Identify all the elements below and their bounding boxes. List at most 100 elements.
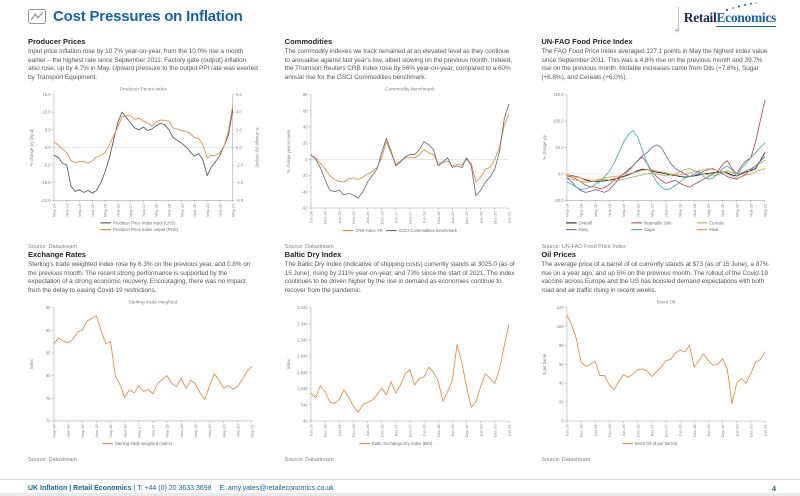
- svg-text:Nov-17: Nov-17: [664, 203, 669, 217]
- panel-producer-prices: Producer Prices Input price inflation ro…: [28, 37, 259, 250]
- svg-text:Nov-14: Nov-14: [579, 203, 584, 217]
- svg-text:Nov-16: Nov-16: [122, 424, 127, 438]
- svg-text:Cereals: Cereals: [710, 220, 725, 225]
- svg-text:Dec-16: Dec-16: [379, 424, 384, 438]
- svg-text:Nov-18: Nov-18: [692, 203, 697, 217]
- svg-text:Jun-20: Jun-20: [478, 211, 483, 224]
- svg-text:40: 40: [559, 381, 564, 386]
- panel-heading: Exchange Rates: [28, 250, 86, 259]
- svg-text:Nov-15: Nov-15: [607, 203, 612, 217]
- svg-text:$ per barrel: $ per barrel: [542, 354, 547, 375]
- panel-body-text: Input price inflation rose by 10.7% year…: [28, 48, 258, 81]
- source-note: Source: Datastream: [28, 456, 77, 463]
- svg-text:Jun-16: Jun-16: [365, 424, 370, 437]
- svg-text:60: 60: [303, 108, 308, 113]
- svg-text:Jun-21: Jun-21: [506, 211, 511, 224]
- svg-text:50.0: 50.0: [556, 145, 565, 150]
- svg-text:20: 20: [559, 400, 564, 405]
- svg-text:0.0: 0.0: [558, 171, 564, 176]
- svg-text:Nov-19: Nov-19: [207, 424, 212, 438]
- svg-text:Dec-17: Dec-17: [664, 424, 669, 438]
- svg-text:Nov-18: Nov-18: [179, 424, 184, 438]
- svg-text:Brent Oil ($ per barrel): Brent Oil ($ per barrel): [635, 441, 678, 446]
- svg-text:Dairy: Dairy: [579, 227, 590, 232]
- svg-text:Jun-14: Jun-14: [565, 424, 570, 437]
- svg-text:Jun-18: Jun-18: [678, 424, 683, 437]
- svg-text:-50.0: -50.0: [555, 198, 565, 203]
- svg-text:6.0: 6.0: [236, 92, 242, 97]
- logo-text-retail: Retail: [683, 10, 717, 25]
- footer-contact-details: | T: +44 (0) 20 3633 3698 E: amy.yates@r…: [131, 485, 334, 492]
- svg-text:May-20: May-20: [735, 203, 740, 217]
- panel-body-text: Sterling's trade weighted index rose by …: [28, 261, 251, 294]
- svg-text:1,540: 1,540: [297, 370, 308, 375]
- svg-text:540: 540: [300, 402, 308, 407]
- svg-text:Producer Price Index input (LH: Producer Price Index input (LHS): [113, 220, 175, 225]
- svg-text:May-17: May-17: [136, 424, 141, 438]
- svg-text:75: 75: [46, 396, 51, 401]
- svg-text:Nov-19: Nov-19: [720, 203, 725, 217]
- svg-text:Dec-14: Dec-14: [579, 424, 584, 438]
- svg-text:-5.0: -5.0: [43, 163, 51, 168]
- page-title: Cost Pressures on Inflation: [53, 8, 243, 25]
- panel-heading: UN-FAO Food Price Index: [541, 37, 633, 46]
- svg-text:Jun-17: Jun-17: [393, 211, 398, 224]
- svg-text:Jun-18: Jun-18: [421, 424, 426, 437]
- svg-text:Jun-20: Jun-20: [478, 424, 483, 437]
- commodities-chart: Commodity benchmark 80 60 40 20 0 -20 -40 -60 % c…: [285, 87, 511, 233]
- svg-text:Dec-20: Dec-20: [492, 424, 497, 438]
- svg-text:Jun-19: Jun-19: [450, 211, 455, 224]
- svg-text:Nov-16: Nov-16: [115, 203, 120, 217]
- svg-text:Dec-14: Dec-14: [322, 211, 327, 225]
- svg-text:-10.0: -10.0: [41, 180, 51, 185]
- svg-text:15.0: 15.0: [43, 92, 52, 97]
- svg-text:Nov-15: Nov-15: [90, 203, 95, 217]
- footer-report-name: UK Inflation | Retail Economics: [28, 485, 132, 492]
- svg-text:May-20: May-20: [221, 424, 226, 438]
- svg-text:May-18: May-18: [678, 203, 683, 217]
- svg-text:85: 85: [46, 350, 51, 355]
- svg-text:0.0: 0.0: [45, 145, 51, 150]
- svg-text:Nov-14: Nov-14: [66, 424, 71, 438]
- svg-text:May-15: May-15: [593, 203, 598, 217]
- svg-text:May-19: May-19: [706, 203, 711, 217]
- svg-text:CRB Index YR: CRB Index YR: [355, 228, 382, 233]
- svg-text:Jun-14: Jun-14: [308, 211, 313, 224]
- svg-text:70: 70: [46, 419, 51, 424]
- logo-text-economics: Economics: [716, 10, 776, 27]
- svg-text:Dec-14: Dec-14: [322, 424, 327, 438]
- svg-text:Dec-15: Dec-15: [351, 211, 356, 225]
- title-wrap: Cost Pressures on Inflation: [28, 8, 243, 25]
- svg-text:May-19: May-19: [193, 424, 198, 438]
- svg-text:5.0: 5.0: [45, 127, 51, 132]
- svg-text:Dec-19: Dec-19: [720, 424, 725, 438]
- panel-body-text: The FAO Food Price Index averaged 127.1 …: [541, 48, 768, 81]
- fao-food-price-chart: 150.0 100.0 50.0 0.0 -50.0 % change y/y May-14…: [542, 92, 768, 232]
- svg-text:0: 0: [562, 419, 565, 424]
- svg-text:Jun-19: Jun-19: [706, 424, 711, 437]
- svg-text:Nov-20: Nov-20: [749, 203, 754, 217]
- svg-text:Dec-20: Dec-20: [749, 424, 754, 438]
- svg-text:May-16: May-16: [103, 203, 108, 217]
- svg-text:Jun-16: Jun-16: [365, 211, 370, 224]
- svg-text:Index: Index: [285, 358, 290, 369]
- svg-text:Dec-18: Dec-18: [436, 424, 441, 438]
- svg-text:Dec-19: Dec-19: [464, 424, 469, 438]
- svg-text:Dec-16: Dec-16: [379, 211, 384, 225]
- panel-heading: Commodities: [284, 37, 333, 46]
- svg-text:May-17: May-17: [128, 203, 133, 217]
- svg-text:% change y/y: % change y/y: [542, 134, 547, 160]
- producer-prices-chart: Producer Prices Index 15.0 10.0 5.0 0.0 -5.0 -…: [29, 87, 259, 232]
- logo-vertical-bar: [677, 7, 679, 31]
- svg-text:-4.0: -4.0: [236, 180, 244, 185]
- svg-text:Jun-15: Jun-15: [593, 424, 598, 437]
- svg-text:Baltic Exchange Dry Index (BDI: Baltic Exchange Dry Index (BDI): [372, 441, 433, 446]
- svg-text:40: 40: [303, 419, 308, 424]
- panel-body-text: The commodity indexes we track remained …: [284, 48, 512, 81]
- svg-text:1,040: 1,040: [297, 386, 308, 391]
- svg-text:Jun-16: Jun-16: [621, 424, 626, 437]
- footer-contact: UK Inflation | Retail Economics | T: +44…: [28, 485, 334, 492]
- panel-commodities: Commodities The commodity indexes we tra…: [284, 37, 516, 250]
- svg-text:Sugar: Sugar: [644, 227, 656, 232]
